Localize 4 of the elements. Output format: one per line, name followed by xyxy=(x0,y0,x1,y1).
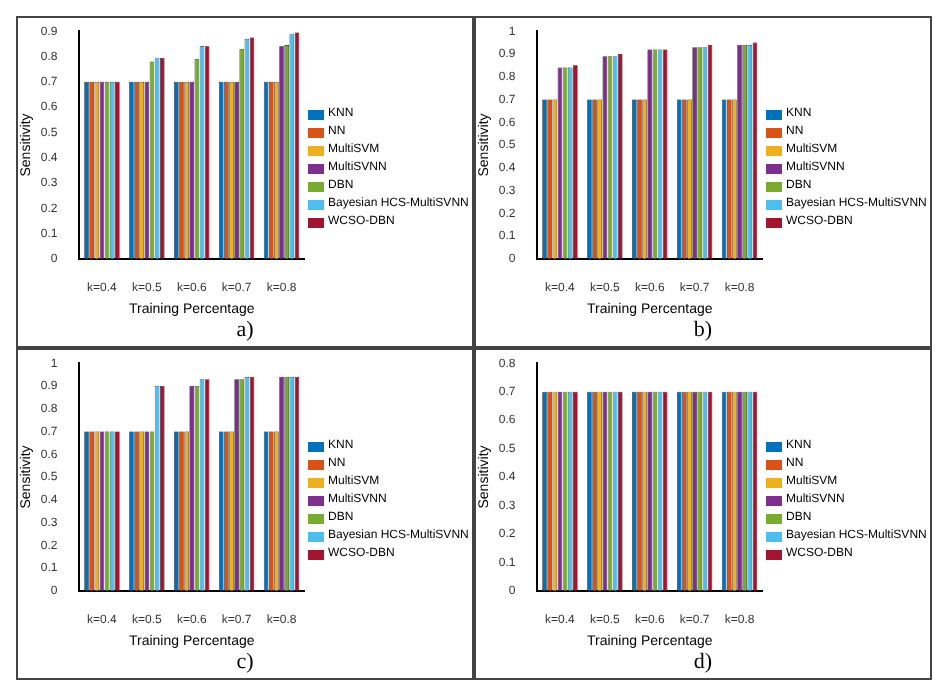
text: b) xyxy=(691,318,715,344)
text: d) xyxy=(691,650,715,676)
text: c) xyxy=(234,650,256,676)
text: a) xyxy=(234,318,256,344)
